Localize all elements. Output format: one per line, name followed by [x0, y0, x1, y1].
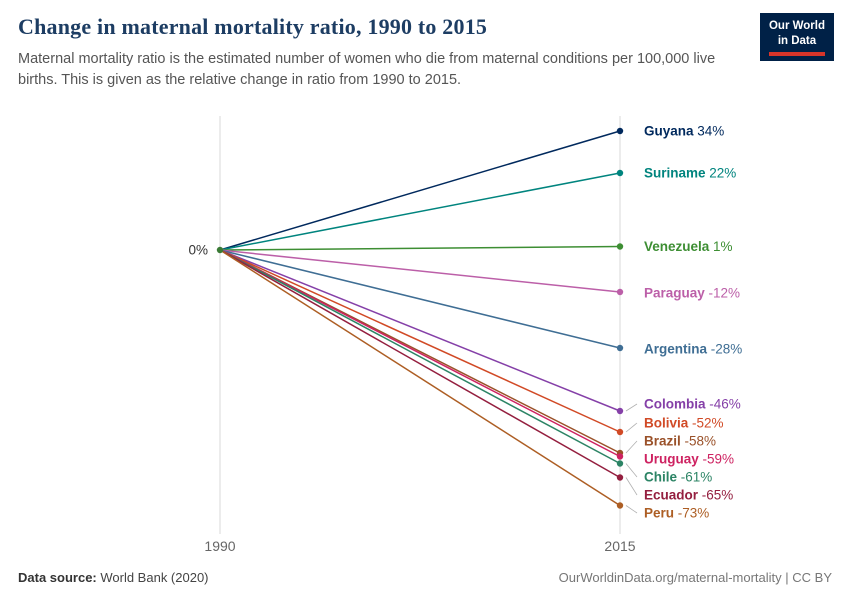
slope-line-colombia[interactable]: [219, 249, 621, 412]
owid-logo-red-bar: [768, 51, 825, 56]
footer-attribution-link[interactable]: OurWorldinData.org/maternal-mortality | …: [558, 570, 832, 585]
label-connector-bolivia: [625, 422, 638, 433]
label-connector-chile: [625, 463, 638, 478]
chart-subtitle: Maternal mortality ratio is the estimate…: [18, 51, 716, 89]
country-label-paraguay[interactable]: Paraguay -12%: [644, 286, 740, 301]
end-dot-ecuador[interactable]: [616, 474, 624, 481]
slope-line-chile[interactable]: [219, 249, 621, 465]
owid-logo[interactable]: Our World in Data: [759, 13, 834, 61]
chart-title: Change in maternal mortality ratio, 1990…: [18, 14, 488, 39]
label-connector-ecuador: [625, 477, 638, 496]
end-dot-guyana[interactable]: [616, 127, 624, 135]
label-connector-colombia: [625, 403, 638, 412]
slope-line-argentina[interactable]: [219, 249, 621, 349]
slope-line-paraguay[interactable]: [219, 249, 621, 293]
label-connector-brazil: [625, 440, 638, 454]
country-label-chile[interactable]: Chile -61%: [644, 470, 712, 485]
slope-line-venezuela[interactable]: [219, 245, 621, 251]
owid-logo-text-line2: in Data: [777, 34, 817, 47]
end-dot-bolivia[interactable]: [616, 428, 624, 436]
country-label-brazil[interactable]: Brazil -58%: [644, 434, 716, 449]
country-label-ecuador[interactable]: Ecuador -65%: [644, 488, 733, 503]
zero-label: 0%: [188, 243, 208, 258]
country-label-suriname[interactable]: Suriname 22%: [644, 166, 736, 181]
slope-line-ecuador[interactable]: [219, 249, 621, 479]
slope-line-guyana[interactable]: [219, 130, 621, 251]
label-connector-peru: [625, 505, 638, 514]
slope-line-suriname[interactable]: [219, 172, 621, 251]
end-dot-chile[interactable]: [616, 460, 624, 467]
country-label-uruguay[interactable]: Uruguay -59%: [644, 452, 734, 467]
tick-label-1990: 1990: [204, 538, 235, 554]
end-dot-suriname[interactable]: [616, 169, 624, 177]
end-dot-colombia[interactable]: [616, 407, 624, 415]
country-label-guyana[interactable]: Guyana 34%: [644, 124, 724, 139]
end-dot-venezuela[interactable]: [616, 243, 624, 250]
country-label-venezuela[interactable]: Venezuela 1%: [644, 239, 733, 254]
end-dot-peru[interactable]: [616, 502, 624, 509]
slope-line-peru[interactable]: [219, 249, 621, 507]
data-source: Data source: World Bank (2020): [18, 570, 209, 585]
tick-label-2015: 2015: [604, 538, 635, 554]
start-dot: [216, 246, 224, 254]
country-label-bolivia[interactable]: Bolivia -52%: [644, 416, 724, 431]
data-source-value: World Bank (2020): [96, 570, 209, 585]
slope-line-bolivia[interactable]: [219, 249, 621, 433]
end-dot-uruguay[interactable]: [616, 453, 624, 460]
slope-chart: 1990 2015 Guyana 34% Suriname 22% Venezuela …: [188, 116, 742, 554]
country-label-colombia[interactable]: Colombia -46%: [644, 397, 741, 412]
chart-header: Change in maternal mortality ratio, 1990…: [0, 0, 850, 110]
slope-line-uruguay[interactable]: [219, 249, 621, 458]
data-source-label: Data source:: [18, 570, 97, 585]
end-dot-paraguay[interactable]: [616, 288, 624, 296]
chart-footer: Data source: World Bank (2020) OurWorldi…: [0, 555, 850, 600]
country-label-argentina[interactable]: Argentina -28%: [644, 342, 742, 357]
owid-logo-text-line1: Our World: [768, 20, 825, 32]
end-dot-argentina[interactable]: [616, 344, 624, 352]
country-label-peru[interactable]: Peru -73%: [644, 506, 709, 521]
